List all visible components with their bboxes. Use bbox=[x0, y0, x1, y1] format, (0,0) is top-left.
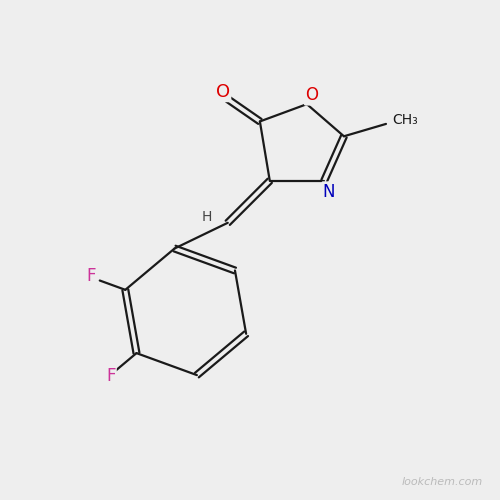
Text: O: O bbox=[216, 83, 230, 101]
Text: H: H bbox=[202, 210, 212, 224]
Text: F: F bbox=[106, 366, 116, 384]
Text: O: O bbox=[306, 86, 318, 104]
Text: F: F bbox=[86, 266, 96, 284]
Text: N: N bbox=[323, 182, 336, 200]
Text: CH₃: CH₃ bbox=[392, 113, 417, 127]
Text: lookchem.com: lookchem.com bbox=[401, 478, 482, 488]
